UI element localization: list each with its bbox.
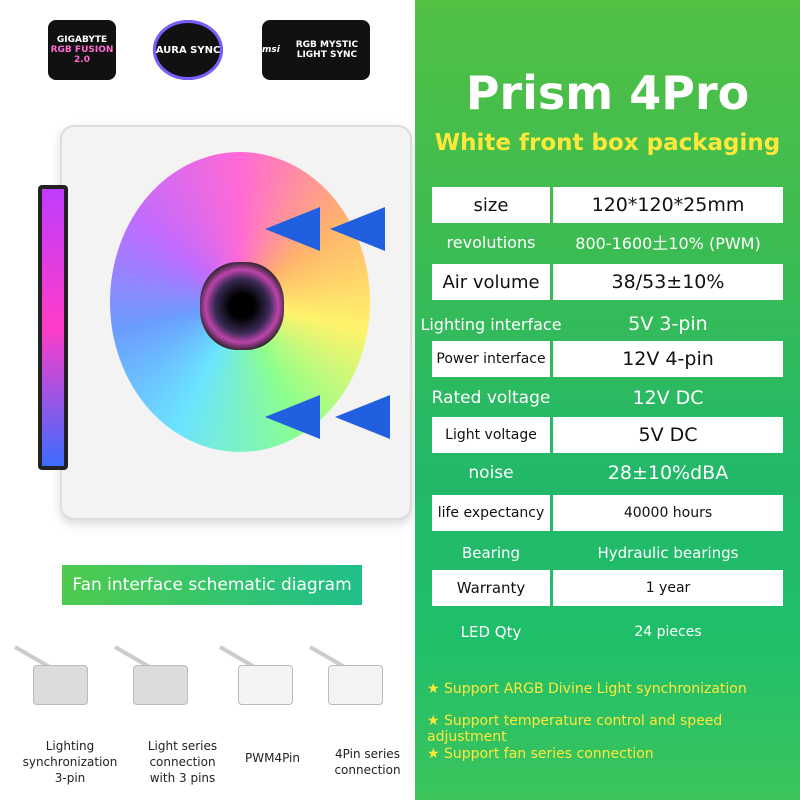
fan-infinity-hub: [200, 262, 284, 350]
spec-value: 120*120*25mm: [553, 187, 783, 223]
spec-row: life expectancy 40000 hours: [432, 495, 783, 531]
spec-value: 24 pieces: [634, 624, 702, 640]
spec-row: Light voltage 5V DC: [432, 417, 783, 453]
spec-value: 40000 hours: [553, 495, 783, 531]
spec-label: Light voltage: [432, 417, 550, 453]
connector-label: Lighting synchronization 3-pin: [22, 739, 118, 785]
product-subtitle: White front box packaging: [434, 130, 781, 156]
interface-banner: Fan interface schematic diagram: [62, 565, 362, 605]
spec-value: 12V 4-pin: [553, 341, 783, 377]
spec-row: Power interface 12V 4-pin: [432, 341, 783, 377]
spec-value: 12V DC: [632, 387, 704, 409]
fan-side-light-bar: [38, 185, 68, 470]
connector-label: PWM4Pin: [244, 751, 300, 765]
connector-label: 4Pin series connection: [334, 747, 401, 777]
connector-image: [14, 640, 95, 710]
spec-row: LED Qty 24 pieces: [432, 614, 783, 650]
spec-label: Power interface: [432, 341, 550, 377]
feature-item: ★ Support ARGB Divine Light synchronizat…: [427, 681, 747, 697]
feature-item: ★ Support fan series connection: [427, 746, 654, 762]
spec-label: Rated voltage: [431, 388, 551, 408]
spec-row: Rated voltage 12V DC: [432, 380, 783, 416]
spec-row: Lighting interface 5V 3-pin: [420, 306, 783, 342]
spec-value: 5V 3-pin: [628, 313, 708, 335]
spec-label: Lighting interface: [420, 314, 562, 334]
spec-row: noise 28±10%dBA: [432, 455, 783, 491]
airflow-arrow-icon: [265, 207, 320, 251]
connector-image: [114, 640, 195, 710]
spec-row: revolutions 800-1600土10% (PWM): [432, 224, 783, 260]
spec-label: LED Qty: [460, 623, 522, 641]
connector-image: [309, 640, 390, 710]
airflow-arrow-icon: [330, 207, 385, 251]
asus-aura-sync-logo: AURA SYNC: [153, 20, 223, 80]
connector-image: [219, 640, 300, 710]
spec-value: 800-1600土10% (PWM): [575, 234, 761, 253]
spec-row: size 120*120*25mm: [432, 187, 783, 223]
gigabyte-rgb-fusion-logo: GIGABYTE RGB FUSION 2.0: [48, 20, 116, 80]
airflow-arrow-icon: [335, 395, 390, 439]
msi-mystic-light-logo: msi RGB MYSTIC LIGHT SYNC: [262, 20, 370, 80]
spec-label: Air volume: [432, 264, 550, 300]
spec-label: life expectancy: [432, 495, 550, 531]
product-image-panel: GIGABYTE RGB FUSION 2.0 AURA SYNC msi RGB …: [14, 20, 412, 785]
spec-value: 38/53±10%: [553, 264, 783, 300]
spec-value: Hydraulic bearings: [597, 544, 739, 562]
spec-label: noise: [468, 463, 514, 483]
spec-row: Warranty 1 year: [432, 570, 783, 606]
product-title: Prism 4Pro: [465, 66, 750, 120]
spec-row: Air volume 38/53±10%: [432, 264, 783, 300]
spec-value: 28±10%dBA: [607, 462, 729, 484]
spec-panel: [415, 0, 800, 800]
spec-value: 5V DC: [553, 417, 783, 453]
spec-row: Bearing Hydraulic bearings: [432, 535, 783, 571]
spec-label: size: [432, 187, 550, 223]
airflow-arrow-icon: [265, 395, 320, 439]
spec-label: Warranty: [432, 570, 550, 606]
connector-label: Light series connection with 3 pins: [147, 739, 218, 785]
spec-label: revolutions: [446, 232, 536, 252]
feature-item: ★ Support temperature control and speed …: [427, 713, 723, 745]
spec-value: 1 year: [553, 570, 783, 606]
spec-label: Bearing: [461, 544, 521, 562]
